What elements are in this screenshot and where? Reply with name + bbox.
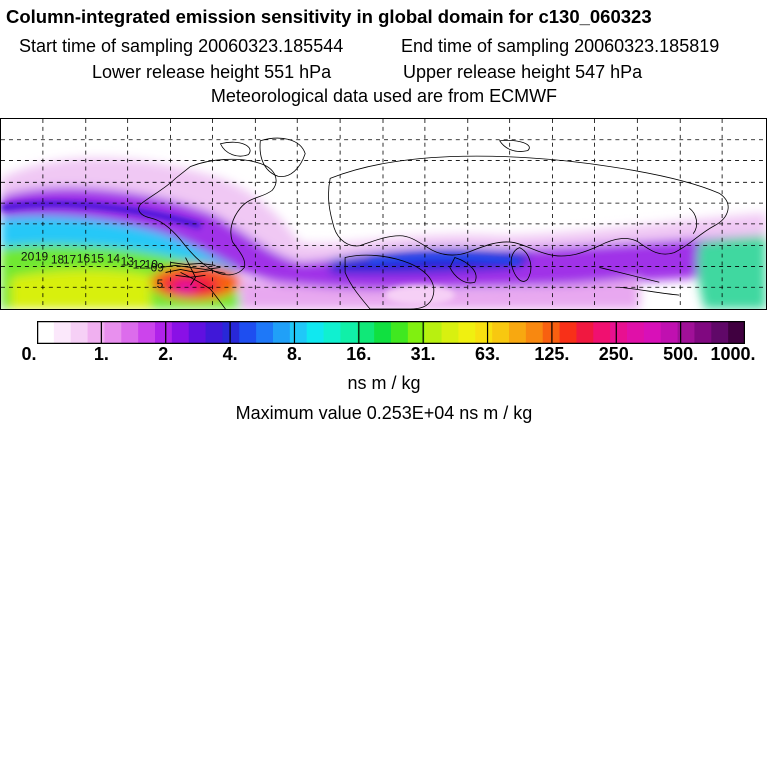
start-time: Start time of sampling 20060323.185544: [19, 36, 344, 56]
traj-label-14: 14: [107, 252, 121, 266]
colorbar-tick-label: 2.: [158, 344, 174, 364]
colorbar-swatch: [610, 321, 628, 344]
colorbar-swatch: [323, 321, 341, 344]
traj-label-16: 16: [77, 252, 91, 266]
maximum-value: Maximum value 0.253E+04 ns m / kg: [235, 403, 533, 423]
colorbar-swatch: [627, 321, 645, 344]
colorbar-swatch: [188, 321, 207, 344]
traj-label-12: 12: [133, 257, 147, 271]
sensitivity-map: 20 19 18 17 16 15 14 13 12 10 09 5: [0, 118, 767, 310]
upper-release-height: Upper release height 547 hPa: [403, 62, 643, 82]
colorbar-swatch: [711, 321, 729, 344]
colorbar-tick-label: 250.: [598, 344, 634, 364]
colorbar-swatch: [525, 321, 544, 344]
colorbar-tick-label: 4.: [222, 344, 238, 364]
sensitivity-detail: [1, 201, 520, 306]
colorbar-swatch: [53, 321, 72, 344]
colorbar-swatch: [87, 321, 105, 344]
title: Column-integrated emission sensitivity i…: [6, 6, 652, 27]
colorbar-swatch: [407, 321, 426, 344]
colorbar-swatch: [475, 321, 493, 344]
traj-label-20: 20: [21, 250, 35, 264]
colorbar-swatch: [424, 321, 443, 344]
traj-label-18: 18: [51, 253, 65, 267]
colorbar-swatch: [256, 321, 274, 344]
colorbar-swatch: [340, 321, 358, 344]
colorbar-swatch: [492, 321, 510, 344]
colorbar-swatch: [138, 321, 156, 344]
traj-label-10: 10: [145, 257, 159, 271]
colorbar-swatch: [576, 321, 594, 344]
lower-release-height: Lower release height 551 hPa: [92, 62, 332, 82]
colorbar: [37, 321, 745, 344]
colorbar-swatch: [391, 321, 409, 344]
colorbar-border: [37, 321, 745, 344]
end-time: End time of sampling 20060323.185819: [401, 36, 720, 56]
colorbar-swatch: [728, 321, 745, 344]
colorbar-units: ns m / kg: [347, 373, 421, 393]
colorbar-swatch: [37, 321, 55, 344]
traj-label-17: 17: [63, 253, 77, 267]
colorbar-tick-label: 1000.: [710, 344, 756, 364]
colorbar-tick-label: 0.: [21, 344, 37, 364]
colorbar-tick-label: 1.: [93, 344, 109, 364]
colorbar-tick-label: 31.: [410, 344, 436, 364]
colorbar-tick-label: 63.: [475, 344, 501, 364]
colorbar-tick-label: 16.: [346, 344, 372, 364]
colorbar-swatch: [155, 321, 173, 344]
colorbar-swatch: [660, 321, 679, 344]
colorbar-swatch: [121, 321, 139, 344]
colorbar-swatch: [306, 321, 325, 344]
colorbar-swatch: [441, 321, 459, 344]
colorbar-tick-label: 125.: [534, 344, 570, 364]
colorbar-tick-label: 8.: [286, 344, 302, 364]
colorbar-swatch: [104, 321, 122, 344]
colorbar-swatch: [171, 321, 190, 344]
colorbar-swatch: [458, 321, 476, 344]
colorbar-swatch: [643, 321, 662, 344]
traj-label-13: 13: [121, 255, 135, 269]
colorbar-swatch: [70, 321, 89, 344]
traj-label-15: 15: [91, 252, 105, 266]
traj-label-19: 19: [35, 250, 49, 264]
colorbar-swatch: [289, 321, 308, 344]
colorbar-swatch: [374, 321, 392, 344]
colorbar-swatch: [357, 321, 375, 344]
colorbar-tick-label: 500.: [663, 344, 699, 364]
traj-label-5: 5: [157, 277, 164, 291]
traj-label-09: 09: [151, 260, 165, 274]
colorbar-swatch: [239, 321, 257, 344]
colorbar-swatch: [273, 321, 291, 344]
trajectory-label-group: 20 19 18 17 16 15 14 13 12 10 09 5: [21, 250, 164, 292]
colorbar-swatch: [205, 321, 223, 344]
lat-lon-grid: [1, 119, 766, 309]
colorbar-swatch: [677, 321, 695, 344]
colorbar-swatch: [509, 321, 527, 344]
colorbar-swatch: [559, 321, 577, 344]
colorbar-swatch: [593, 321, 611, 344]
colorbar-swatch: [222, 321, 240, 344]
met-data-source: Meteorological data used are from ECMWF: [210, 86, 558, 106]
colorbar-swatch: [694, 321, 712, 344]
